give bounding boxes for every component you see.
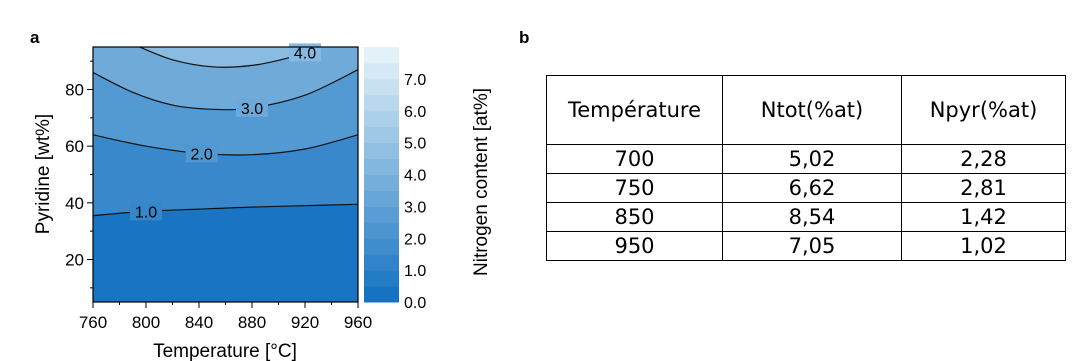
contour-label-bg	[236, 98, 268, 117]
table-cell: 850	[546, 202, 723, 232]
contour-labels: 1.0 2.0 3.0 4.0	[130, 43, 321, 221]
colorbar-band	[364, 126, 399, 144]
y-tick-label: 40	[65, 194, 84, 213]
table-row: 850 8,54 1,42	[546, 202, 1066, 232]
x-tick-label: 880	[238, 313, 266, 332]
x-tick-label: 760	[79, 313, 107, 332]
y-tick-label: 60	[65, 137, 84, 156]
table-cell: 950	[546, 231, 723, 261]
colorbar-band	[364, 286, 399, 303]
contour-band-3.0	[93, 47, 358, 110]
colorbar-band	[364, 190, 399, 207]
colorbar-band	[364, 174, 399, 191]
contour-label-bg	[289, 43, 321, 62]
y-tick-label: 80	[65, 81, 84, 100]
colorbar-band	[364, 110, 399, 128]
y-tick-label: 20	[65, 251, 84, 270]
table-cell: 8,54	[722, 202, 902, 232]
colorbar-tick-label: 7.0	[404, 72, 426, 89]
colorbar-tick-label: 1.0	[404, 263, 426, 280]
table-row: 700 5,02 2,28	[546, 144, 1066, 174]
y-axis-title: Pyridine [wt%]	[33, 114, 54, 234]
x-axis: 760 800 840 880 920 960	[79, 302, 372, 332]
table-cell: 6,62	[722, 173, 902, 203]
colorbar-band	[364, 238, 399, 255]
panel-a-label: a	[30, 28, 40, 47]
contour-line-2.0	[93, 134, 358, 156]
colorbar-tick-label: 2.0	[404, 231, 426, 248]
colorbar-band	[364, 62, 399, 80]
table-cell: 7,05	[722, 231, 902, 261]
table-cell: 750	[546, 173, 723, 203]
colorbar-band	[364, 270, 399, 287]
table-cell: 2,28	[901, 144, 1066, 174]
table-header-row: Température Ntot(%at) Npyr(%at)	[546, 75, 1066, 145]
colorbar-tick-label: 5.0	[404, 136, 426, 153]
colorbar-tick-label: 0.0	[404, 295, 426, 312]
contour-label-bg	[130, 202, 162, 221]
y-axis: 20 40 60 80	[65, 60, 93, 289]
colorbar-band	[364, 206, 399, 223]
colorbar-band	[364, 158, 399, 175]
table-cell: 700	[546, 144, 723, 174]
contour-label: 1.0	[135, 204, 157, 221]
nitrogen-table: Température Ntot(%at) Npyr(%at) 700 5,02…	[546, 75, 1066, 261]
panel-b-label: b	[519, 28, 530, 47]
colorbar-tick-label: 6.0	[404, 104, 426, 121]
colorbar-band	[364, 254, 399, 271]
table-cell: 1,02	[901, 231, 1066, 261]
table-header: Température	[546, 75, 723, 145]
contour-label: 3.0	[241, 101, 263, 118]
x-tick-label: 840	[185, 313, 213, 332]
x-tick-label: 800	[132, 313, 160, 332]
colorbar-title: Nitrogen content [at%]	[471, 88, 492, 276]
colorbar-band	[364, 47, 399, 64]
colorbar-band	[364, 78, 399, 96]
contour-fill	[93, 47, 358, 302]
colorbar-band	[364, 222, 399, 239]
contour-label-bg	[185, 144, 218, 163]
table-header: Ntot(%at)	[722, 75, 902, 145]
table-cell: 1,42	[901, 202, 1066, 232]
x-tick-label: 920	[291, 313, 319, 332]
contour-label: 4.0	[294, 45, 316, 62]
x-tick-label: 960	[344, 313, 372, 332]
colorbar: 0.0 1.0 2.0 3.0 4.0 5.0 6.0 7.0	[364, 47, 426, 312]
contour-label: 2.0	[191, 146, 213, 163]
colorbar-tick-label: 3.0	[404, 199, 426, 216]
table-cell: 2,81	[901, 173, 1066, 203]
table-row: 950 7,05 1,02	[546, 231, 1066, 261]
table-row: 750 6,62 2,81	[546, 173, 1066, 203]
x-axis-title: Temperature [°C]	[153, 341, 297, 361]
contour-chart: 1.0 2.0 3.0 4.0 760 800 840 880 920 960 20 40 60 80…	[33, 43, 492, 361]
colorbar-band	[364, 94, 399, 112]
contour-line-3.0	[93, 69, 358, 111]
colorbar-tick-label: 4.0	[404, 168, 426, 185]
colorbar-band	[364, 142, 399, 160]
table-cell: 5,02	[722, 144, 902, 174]
table-header: Npyr(%at)	[901, 75, 1066, 145]
